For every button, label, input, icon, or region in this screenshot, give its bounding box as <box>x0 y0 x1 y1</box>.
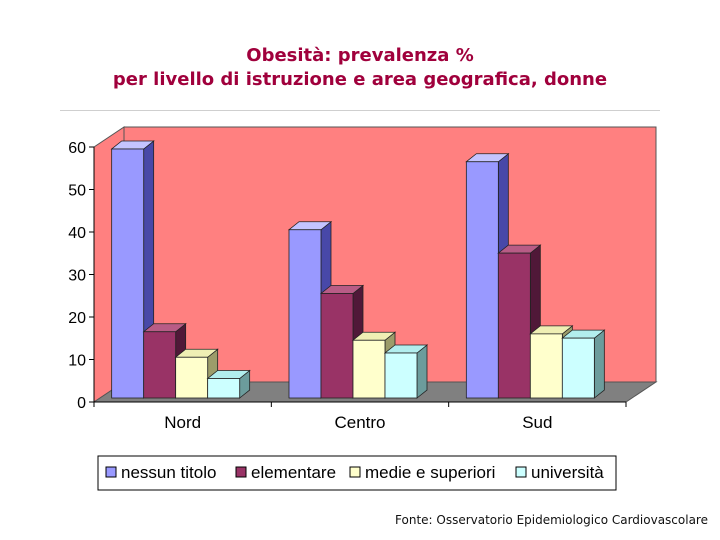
legend-label: elementare <box>251 463 336 482</box>
bar-front <box>143 331 177 399</box>
bar <box>206 369 251 399</box>
legend-swatch <box>349 466 361 478</box>
legend-swatch <box>515 466 527 478</box>
x-tick-label: Nord <box>164 413 201 432</box>
title-divider <box>60 110 660 111</box>
chart-title-line2: per livello di istruzione e area geograf… <box>112 69 608 90</box>
bar-front <box>497 252 531 399</box>
bar-front <box>352 339 386 399</box>
y-tick-label: 30 <box>68 268 86 285</box>
chart-title-line1: Obesità: prevalenza % <box>246 45 474 66</box>
bar-front <box>384 352 418 399</box>
bar-front <box>320 293 354 399</box>
bar-front <box>288 229 322 399</box>
legend-label: università <box>531 463 604 482</box>
legend-label: nessun titolo <box>121 463 216 482</box>
y-tick-label: 0 <box>77 395 86 412</box>
bar-front <box>175 356 209 399</box>
legend-item: medie e superiori <box>349 463 495 482</box>
legend-swatch <box>235 466 247 478</box>
bar <box>383 344 429 399</box>
y-tick-label: 20 <box>68 310 86 327</box>
bar-side <box>593 329 605 399</box>
x-tick-label: Sud <box>522 413 552 432</box>
chart-title: Obesità: prevalenza % per livello di ist… <box>0 44 720 92</box>
bar-front <box>111 148 145 399</box>
bar-front <box>465 161 499 399</box>
legend: nessun titolo elementare medie e superiori… <box>97 455 617 491</box>
bar-side <box>416 344 428 399</box>
bar-front <box>207 378 241 399</box>
legend-item: nessun titolo <box>105 463 216 482</box>
legend-item: università <box>515 463 604 482</box>
legend-item: elementare <box>235 463 336 482</box>
y-tick-label: 50 <box>68 183 86 200</box>
y-tick-label: 10 <box>68 353 86 370</box>
x-tick-label: Centro <box>334 413 385 432</box>
legend-swatch <box>105 466 117 478</box>
y-tick-label: 60 <box>68 140 86 157</box>
source-note: Fonte: Osservatorio Epidemiologico Cardi… <box>395 513 708 527</box>
bar-front <box>561 337 595 399</box>
y-tick-label: 40 <box>68 225 86 242</box>
legend-label: medie e superiori <box>365 463 495 482</box>
bar <box>561 329 606 399</box>
bar-front <box>529 333 563 399</box>
